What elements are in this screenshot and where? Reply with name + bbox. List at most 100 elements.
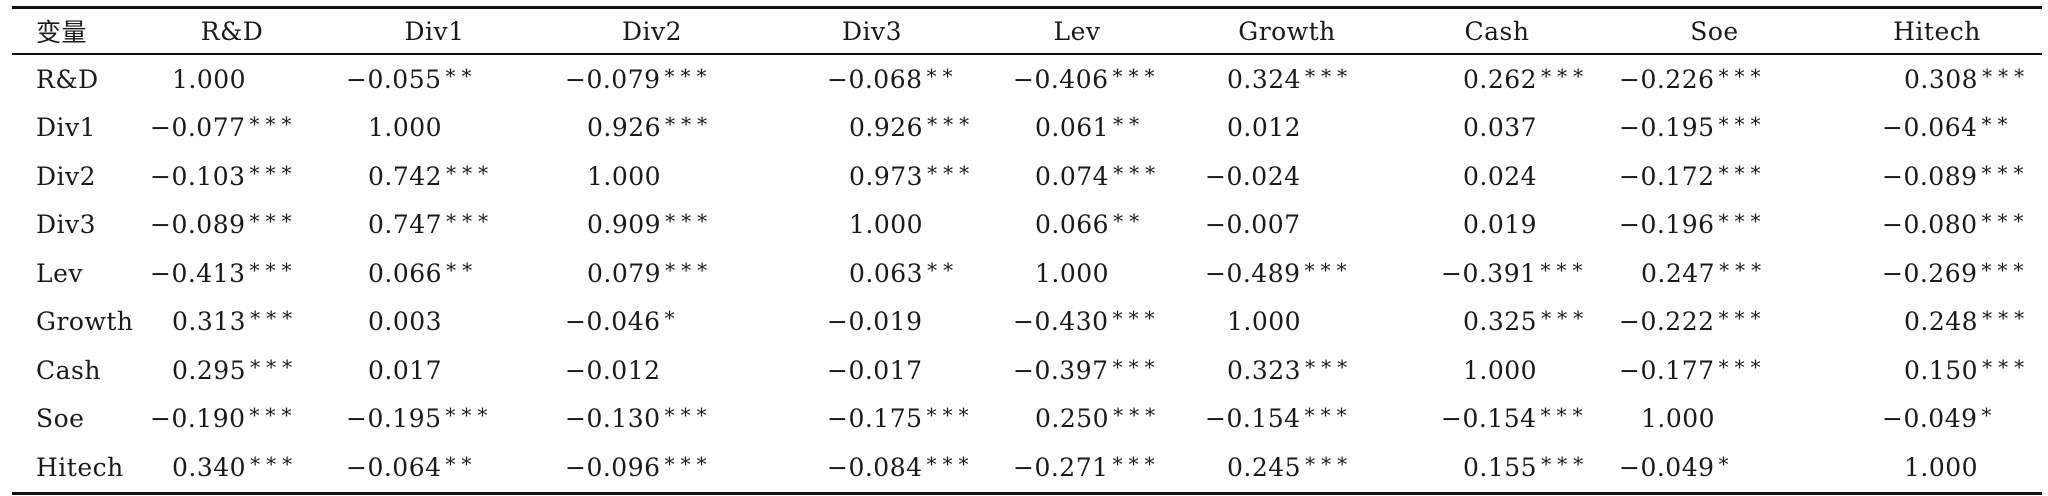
correlation-cell: −0.154 *** <box>1397 395 1597 444</box>
correlation-value: 1.000 <box>1035 258 1110 288</box>
correlation-cell: 0.247 *** <box>1597 249 1832 298</box>
correlation-value: 0.323 <box>1227 355 1302 385</box>
significance-stars: *** <box>1718 160 1767 185</box>
correlation-cell: −0.172 *** <box>1597 152 1832 201</box>
correlation-value: −0.154 <box>1205 404 1301 434</box>
significance-stars: ** <box>445 451 478 476</box>
correlation-value: 0.245 <box>1227 452 1302 482</box>
correlation-cell: 0.066 ** <box>332 249 537 298</box>
correlation-cell: −0.012 <box>537 346 767 395</box>
correlation-value: −0.019 <box>827 307 923 337</box>
correlation-cell: 0.245 *** <box>1177 443 1397 493</box>
correlation-value: 0.074 <box>1035 161 1110 191</box>
correlation-value: 0.262 <box>1463 64 1538 94</box>
significance-stars: *** <box>1540 257 1589 282</box>
correlation-cell: 0.926 *** <box>537 104 767 153</box>
correlation-cell: −0.391 *** <box>1397 249 1597 298</box>
significance-stars: *** <box>665 112 714 137</box>
significance-stars: ** <box>445 63 478 88</box>
correlation-value: 0.024 <box>1463 161 1538 191</box>
correlation-value: −0.172 <box>1619 161 1715 191</box>
correlation-cell: −0.226 *** <box>1597 54 1832 104</box>
correlation-cell: 0.155 *** <box>1397 443 1597 493</box>
correlation-cell: 0.150 *** <box>1832 346 2042 395</box>
column-header: Div1 <box>404 16 465 46</box>
correlation-cell: 0.262 *** <box>1397 54 1597 104</box>
correlation-value: −0.222 <box>1619 307 1715 337</box>
correlation-cell: −0.154 *** <box>1177 395 1397 444</box>
correlation-cell: 1.000 <box>977 249 1177 298</box>
correlation-value: −0.196 <box>1619 210 1715 240</box>
significance-stars: *** <box>250 451 299 476</box>
significance-stars: *** <box>1112 451 1161 476</box>
correlation-cell: −0.084 *** <box>767 443 977 493</box>
correlation-value: 0.079 <box>587 258 662 288</box>
correlation-cell: −0.079 *** <box>537 54 767 104</box>
significance-stars: *** <box>665 257 714 282</box>
row-label: R&D <box>36 64 99 94</box>
correlation-value: 1.000 <box>1641 404 1716 434</box>
correlation-cell: 1.000 <box>1597 395 1832 444</box>
correlation-cell: 0.324 *** <box>1177 54 1397 104</box>
correlation-cell: 0.295 *** <box>132 346 332 395</box>
significance-stars: *** <box>1541 451 1590 476</box>
correlation-value: −0.089 <box>1882 161 1978 191</box>
correlation-value: 1.000 <box>368 113 443 143</box>
significance-stars: ** <box>1981 112 2014 137</box>
significance-stars: * <box>1718 451 1735 476</box>
correlation-value: 1.000 <box>1227 307 1302 337</box>
column-header: Div2 <box>621 16 683 46</box>
correlation-value: 0.295 <box>172 355 247 385</box>
correlation-cell: 0.037 <box>1397 104 1597 153</box>
correlation-cell: −0.397 *** <box>977 346 1177 395</box>
correlation-cell: −0.064 ** <box>332 443 537 493</box>
correlation-cell: 0.079 *** <box>537 249 767 298</box>
correlation-cell: −0.406 *** <box>977 54 1177 104</box>
correlation-value: 0.037 <box>1463 113 1538 143</box>
correlation-cell: −0.055 ** <box>332 54 537 104</box>
correlation-cell: −0.195 *** <box>1597 104 1832 153</box>
correlation-cell: −0.430 *** <box>977 298 1177 347</box>
correlation-cell: 0.024 <box>1397 152 1597 201</box>
significance-stars: *** <box>1305 451 1354 476</box>
significance-stars: *** <box>1718 112 1767 137</box>
correlation-cell: −0.019 <box>767 298 977 347</box>
correlation-value: 0.150 <box>1904 355 1979 385</box>
correlation-cell: −0.049 * <box>1597 443 1832 493</box>
column-header: Div3 <box>841 16 903 46</box>
table-row: Div2 −0.103 *** 0.742 *** 1.000 0.973 *** 0.074 *… <box>12 152 2042 201</box>
table-row: Div3 −0.089 *** 0.747 *** 0.909 *** 1.000 0.066 *… <box>12 201 2042 250</box>
significance-stars: *** <box>1541 63 1590 88</box>
significance-stars: *** <box>1304 403 1353 428</box>
row-label: Hitech <box>36 452 124 482</box>
table-row: Soe −0.190 *** −0.195 *** −0.130 *** −0.175 *** 0… <box>12 395 2042 444</box>
correlation-value: −0.077 <box>150 113 246 143</box>
correlation-value: 1.000 <box>172 64 247 94</box>
correlation-value: 0.017 <box>368 355 443 385</box>
correlation-value: −0.271 <box>1013 452 1109 482</box>
correlation-value: 0.066 <box>1035 210 1110 240</box>
significance-stars: *** <box>250 354 299 379</box>
correlation-cell: −0.096 *** <box>537 443 767 493</box>
correlation-value: 0.012 <box>1227 113 1302 143</box>
correlation-cell: −0.196 *** <box>1597 201 1832 250</box>
significance-stars: *** <box>1112 354 1161 379</box>
correlation-cell: −0.077 *** <box>132 104 332 153</box>
significance-stars: *** <box>664 403 713 428</box>
correlation-cell: −0.222 *** <box>1597 298 1832 347</box>
row-label: Lev <box>36 258 84 288</box>
correlation-value: −0.064 <box>1882 113 1978 143</box>
significance-stars: *** <box>1305 63 1354 88</box>
correlation-cell: 0.323 *** <box>1177 346 1397 395</box>
correlation-value: 0.340 <box>172 452 247 482</box>
significance-stars: *** <box>250 306 299 331</box>
table-row: Div1 −0.077 *** 1.000 0.926 *** 0.926 *** 0.061 *… <box>12 104 2042 153</box>
correlation-cell: 1.000 <box>767 201 977 250</box>
correlation-value: 1.000 <box>587 161 662 191</box>
correlation-cell: 0.313 *** <box>132 298 332 347</box>
correlation-value: −0.391 <box>1441 258 1537 288</box>
correlation-cell: 1.000 <box>132 54 332 104</box>
correlation-value: −0.079 <box>565 64 661 94</box>
correlation-cell: −0.177 *** <box>1597 346 1832 395</box>
correlation-value: 0.066 <box>368 258 443 288</box>
